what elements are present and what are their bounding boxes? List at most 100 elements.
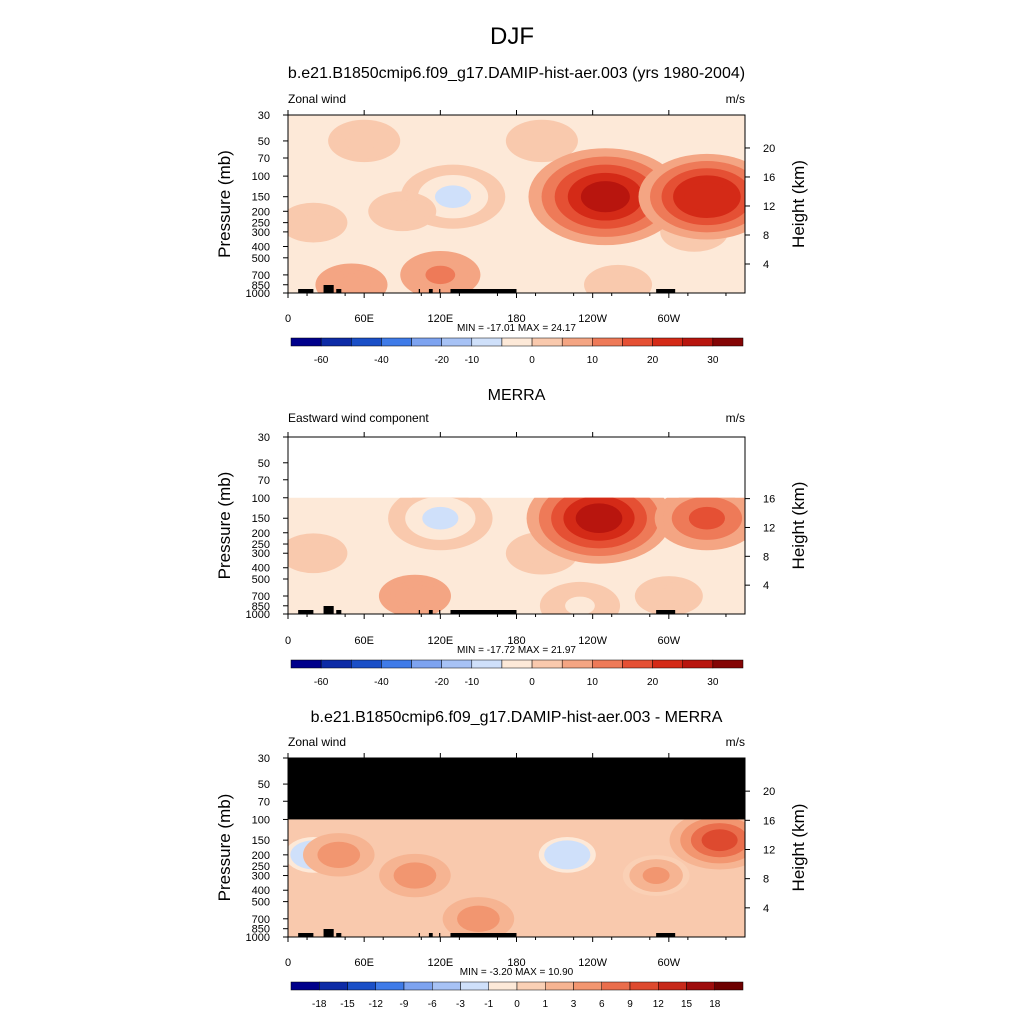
- pressure-tick-label: 1000: [246, 609, 270, 621]
- colorbar-swatch: [441, 659, 473, 669]
- panel-3: b.e21.B1850cmip6.f09_g17.DAMIP-hist-aer.…: [215, 709, 808, 1010]
- colorbar-swatch: [381, 659, 412, 669]
- contour-feature: [701, 829, 738, 852]
- panel-title: b.e21.B1850cmip6.f09_g17.DAMIP-hist-aer.…: [311, 709, 723, 726]
- colorbar-swatch: [652, 659, 683, 669]
- colorbar-swatch: [290, 337, 322, 347]
- pressure-tick-label: 500: [252, 897, 270, 909]
- pressure-tick-label: 500: [252, 574, 270, 586]
- contour-feature: [604, 276, 632, 293]
- contour-feature: [555, 847, 580, 863]
- stats-label: MIN = -3.20 MAX = 10.90: [460, 967, 574, 978]
- contour-feature: [575, 503, 623, 534]
- colorbar-label: -1: [484, 999, 493, 1010]
- pressure-tick-label: 700: [252, 914, 270, 926]
- topography: [439, 289, 441, 293]
- topography: [450, 610, 517, 614]
- pressure-tick-label: 100: [252, 171, 270, 183]
- colorbar-label: -60: [314, 355, 329, 366]
- lon-tick-label: 120E: [427, 313, 453, 325]
- pressure-tick-label: 200: [252, 528, 270, 540]
- colorbar-label: 18: [709, 999, 721, 1010]
- topography: [656, 289, 676, 293]
- contour-feature: [580, 181, 630, 213]
- contour-features: [288, 119, 745, 293]
- y-axis-label: Pressure (mb): [215, 472, 234, 580]
- colorbar-swatch: [682, 337, 714, 347]
- colorbar-label: -12: [369, 999, 384, 1010]
- colorbar-swatch: [290, 659, 322, 669]
- lon-tick-label: 0: [285, 313, 291, 325]
- pressure-tick-label: 50: [258, 458, 270, 470]
- pressure-tick-label: 100: [252, 493, 270, 505]
- colorbar-swatch: [629, 981, 659, 991]
- panel-title: MERRA: [488, 387, 546, 404]
- colorbar-label: 10: [587, 355, 599, 366]
- colorbar-swatch: [411, 337, 442, 347]
- lon-tick-label: 120E: [427, 957, 453, 969]
- pressure-tick-label: 250: [252, 539, 270, 551]
- contour-feature: [684, 182, 730, 211]
- pressure-tick-label: 150: [252, 835, 270, 847]
- pressure-tick-label: 50: [258, 779, 270, 791]
- colorbar-swatch: [290, 981, 320, 991]
- colorbar-label: 12: [653, 999, 665, 1010]
- pressure-tick-label: 850: [252, 601, 270, 613]
- colorbar-label: -20: [434, 355, 449, 366]
- colorbar-swatch: [561, 659, 593, 669]
- lon-tick-label: 60W: [658, 635, 681, 647]
- colorbar-swatch: [347, 981, 376, 991]
- height-tick-label: 4: [763, 259, 769, 271]
- colorbar-swatch: [531, 337, 563, 347]
- topography: [336, 933, 342, 937]
- height-tick-label: 4: [763, 903, 769, 915]
- colorbar-label: -15: [340, 999, 355, 1010]
- topography: [428, 933, 433, 937]
- height-tick-label: 16: [763, 172, 775, 184]
- contour-feature: [350, 132, 378, 150]
- pressure-tick-label: 200: [252, 850, 270, 862]
- height-tick-label: 12: [763, 522, 775, 534]
- colorbar-swatch: [320, 337, 352, 347]
- topography: [298, 933, 314, 937]
- colorbar-swatch: [488, 981, 518, 991]
- lon-tick-label: 60E: [354, 313, 374, 325]
- colorbar-swatch: [652, 337, 683, 347]
- pressure-tick-label: 150: [252, 513, 270, 525]
- colorbar-swatch: [471, 659, 503, 669]
- lon-tick-label: 60W: [658, 313, 681, 325]
- colorbar-label: 30: [707, 677, 719, 688]
- pressure-tick-label: 850: [252, 280, 270, 292]
- topography: [450, 933, 517, 937]
- colorbar-label: -20: [434, 677, 449, 688]
- contour-feature: [464, 909, 493, 928]
- colorbar-label: 20: [647, 677, 659, 688]
- colorbar-swatch: [573, 981, 602, 991]
- panel-title: b.e21.B1850cmip6.f09_g17.DAMIP-hist-aer.…: [288, 65, 745, 82]
- colorbar-swatch: [658, 981, 687, 991]
- height-tick-label: 12: [763, 844, 775, 856]
- colorbar-label: -3: [456, 999, 465, 1010]
- height-tick-label: 16: [763, 494, 775, 506]
- colorbar-label: 30: [707, 355, 719, 366]
- contour-feature: [337, 276, 366, 293]
- topography: [450, 289, 517, 293]
- lon-tick-label: 60E: [354, 635, 374, 647]
- pressure-tick-label: 70: [258, 796, 270, 808]
- contour-feature: [425, 265, 456, 285]
- height-tick-label: 20: [763, 143, 775, 155]
- pressure-tick-label: 500: [252, 253, 270, 265]
- colorbar-label: 1: [542, 999, 548, 1010]
- pressure-tick-label: 100: [252, 814, 270, 826]
- colorbar-swatch: [351, 659, 382, 669]
- contour-feature: [422, 506, 459, 530]
- contour-feature: [300, 545, 327, 562]
- lon-tick-label: 120W: [578, 313, 607, 325]
- topography: [336, 289, 342, 293]
- contour-feature: [688, 506, 725, 530]
- colorbar-swatch: [622, 659, 653, 669]
- topography: [298, 289, 314, 293]
- lon-tick-label: 120W: [578, 635, 607, 647]
- colorbar-swatch: [320, 659, 352, 669]
